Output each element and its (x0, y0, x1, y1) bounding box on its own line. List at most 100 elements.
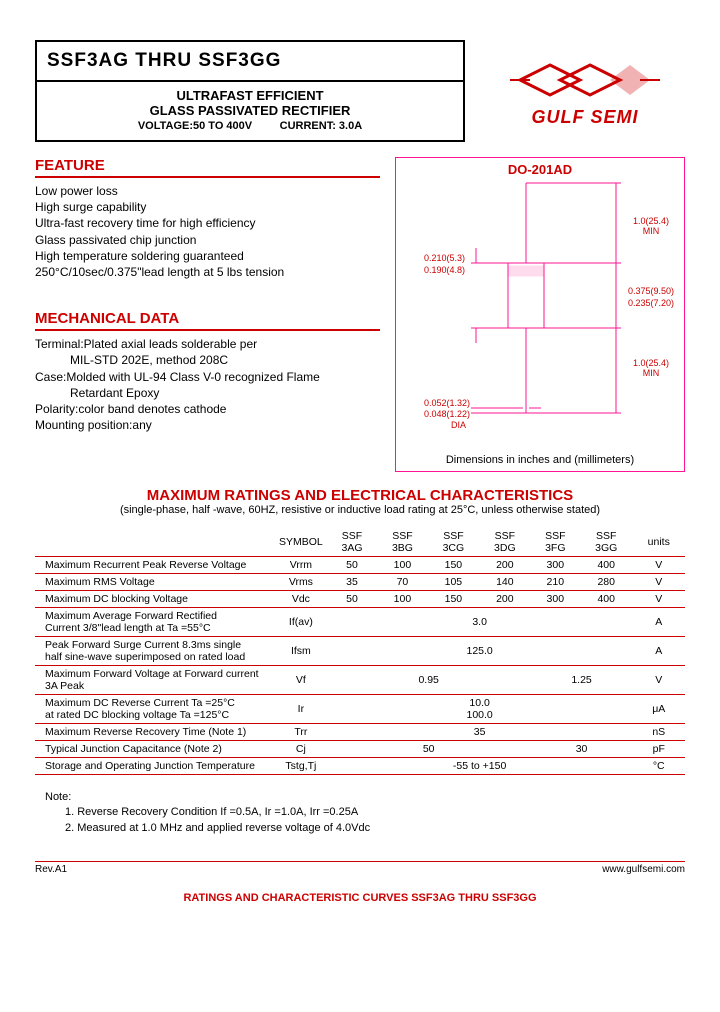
title-box: SSF3AG THRU SSF3GG ULTRAFAST EFFICIENT G… (35, 40, 465, 142)
span-cell: -55 to +150 (327, 758, 633, 775)
mechanical-list: Terminal:Plated axial leads solderable p… (35, 336, 380, 433)
value-cell: 210 (531, 574, 580, 591)
gulfsemi-logo-icon (510, 55, 660, 105)
symbol-cell: Tstg,Tj (275, 758, 327, 775)
mech-2: Case:Molded with UL-94 Class V-0 recogni… (35, 369, 380, 385)
col-2: SSF 3CG (428, 528, 479, 557)
param-cell: Maximum Average Forward Rectified Curren… (35, 608, 275, 637)
subtitle-block: ULTRAFAST EFFICIENT GLASS PASSIVATED REC… (37, 82, 463, 140)
dim-bw2: 0.190(4.8) (424, 265, 465, 275)
stack-cell: 10.0100.0 (327, 695, 633, 724)
param-cell: Maximum DC Reverse Current Ta =25°C at r… (35, 695, 275, 724)
unit-cell: V (632, 666, 685, 695)
value-cell: 105 (428, 574, 479, 591)
feat-2: High surge capability (35, 199, 380, 215)
part-title: SSF3AG THRU SSF3GG (37, 42, 463, 82)
diagram-caption: Dimensions in inches and (millimeters) (396, 454, 684, 466)
unit-cell: V (632, 574, 685, 591)
ratings-table: SYMBOL SSF 3AG SSF 3BG SSF 3CG SSF 3DG S… (35, 528, 685, 775)
value-cell: 300 (531, 557, 580, 574)
header-row: SSF3AG THRU SSF3GG ULTRAFAST EFFICIENT G… (35, 40, 685, 142)
symbol-cell: Vdc (275, 591, 327, 608)
page-footer: RATINGS AND CHARACTERISTIC CURVES SSF3AG… (35, 892, 685, 904)
table-header-row: SYMBOL SSF 3AG SSF 3BG SSF 3CG SSF 3DG S… (35, 528, 685, 557)
span-cell: 3.0 (327, 608, 633, 637)
value-cell: 50 (327, 591, 377, 608)
param-cell: Maximum DC blocking Voltage (35, 591, 275, 608)
param-cell: Storage and Operating Junction Temperatu… (35, 758, 275, 775)
dim-dia2: 0.048(1.22) (424, 409, 470, 419)
param-header (35, 528, 275, 557)
unit-cell: nS (632, 724, 685, 741)
dim-bw1: 0.210(5.3) (424, 253, 465, 263)
value-cell: 400 (580, 557, 632, 574)
notes-block: Note: 1. Reverse Recovery Condition If =… (35, 790, 685, 836)
unit-cell: A (632, 608, 685, 637)
feat-6: 250°C/10sec/0.375"lead length at 5 lbs t… (35, 264, 380, 280)
logo-text: GULF SEMI (532, 107, 639, 128)
feat-5: High temperature soldering guaranteed (35, 248, 380, 264)
symbol-cell: Cj (275, 741, 327, 758)
mech-2b: Retardant Epoxy (35, 385, 380, 401)
notes-heading: Note: (45, 790, 685, 805)
col-1: SSF 3BG (377, 528, 427, 557)
span-cell: 35 (327, 724, 633, 741)
value-cell: 300 (531, 591, 580, 608)
symbol-cell: Vrrm (275, 557, 327, 574)
mech-3: Polarity:color band denotes cathode (35, 401, 380, 417)
dim-lead-top: 1.0(25.4) MIN (633, 216, 669, 236)
symbol-cell: Vrms (275, 574, 327, 591)
table-row: Maximum Reverse Recovery Time (Note 1)Tr… (35, 724, 685, 741)
value-cell: 150 (428, 591, 479, 608)
unit-cell: A (632, 637, 685, 666)
dim-lead-bot: 1.0(25.4) MIN (633, 358, 669, 378)
param-cell: Maximum Recurrent Peak Reverse Voltage (35, 557, 275, 574)
page-content: SSF3AG THRU SSF3GG ULTRAFAST EFFICIENT G… (0, 0, 720, 924)
param-cell: Maximum RMS Voltage (35, 574, 275, 591)
table-row: Maximum RMS VoltageVrms3570105140210280V (35, 574, 685, 591)
feat-4: Glass passivated chip junction (35, 232, 380, 248)
col-5: SSF 3GG (580, 528, 632, 557)
value-cell: 70 (377, 574, 427, 591)
ratings-heading: MAXIMUM RATINGS AND ELECTRICAL CHARACTER… (35, 487, 685, 504)
note-2: 2. Measured at 1.0 MHz and applied rever… (45, 821, 685, 836)
text-column: FEATURE Low power loss High surge capabi… (35, 157, 380, 472)
value-cell: 140 (479, 574, 530, 591)
span2-cell: 30 (531, 741, 633, 758)
value-cell: 200 (479, 557, 530, 574)
datasheet-page: SSF3AG THRU SSF3GG ULTRAFAST EFFICIENT G… (0, 0, 720, 1012)
param-cell: Peak Forward Surge Current 8.3ms single … (35, 637, 275, 666)
value-cell: 200 (479, 591, 530, 608)
current-label: CURRENT: 3.0A (280, 120, 363, 132)
symbol-cell: Vf (275, 666, 327, 695)
feature-heading: FEATURE (35, 157, 380, 178)
span4-cell: 50 (327, 741, 531, 758)
mech-4: Mounting position:any (35, 417, 380, 433)
ratings-sub: (single-phase, half -wave, 60HZ, resisti… (35, 504, 685, 516)
table-row: Storage and Operating Junction Temperatu… (35, 758, 685, 775)
table-row: Typical Junction Capacitance (Note 2)Cj5… (35, 741, 685, 758)
value-cell: 150 (428, 557, 479, 574)
table-row: Peak Forward Surge Current 8.3ms single … (35, 637, 685, 666)
value-cell: 35 (327, 574, 377, 591)
value-cell: 400 (580, 591, 632, 608)
symbol-cell: Ifsm (275, 637, 327, 666)
symbol-header: SYMBOL (275, 528, 327, 557)
url-label: www.gulfsemi.com (602, 864, 685, 875)
logo-area: GULF SEMI (485, 40, 685, 142)
param-cell: Typical Junction Capacitance (Note 2) (35, 741, 275, 758)
package-diagram: DO-201AD (395, 157, 685, 472)
symbol-cell: If(av) (275, 608, 327, 637)
table-row: Maximum Recurrent Peak Reverse VoltageVr… (35, 557, 685, 574)
param-cell: Maximum Reverse Recovery Time (Note 1) (35, 724, 275, 741)
unit-cell: μA (632, 695, 685, 724)
unit-cell: V (632, 557, 685, 574)
unit-cell: °C (632, 758, 685, 775)
unit-cell: V (632, 591, 685, 608)
dim-bh2: 0.235(7.20) (628, 298, 674, 308)
col-3: SSF 3DG (479, 528, 530, 557)
subtitle-1: ULTRAFAST EFFICIENT (47, 88, 453, 103)
table-row: Maximum DC blocking VoltageVdc5010015020… (35, 591, 685, 608)
param-cell: Maximum Forward Voltage at Forward curre… (35, 666, 275, 695)
rev-label: Rev.A1 (35, 864, 67, 875)
